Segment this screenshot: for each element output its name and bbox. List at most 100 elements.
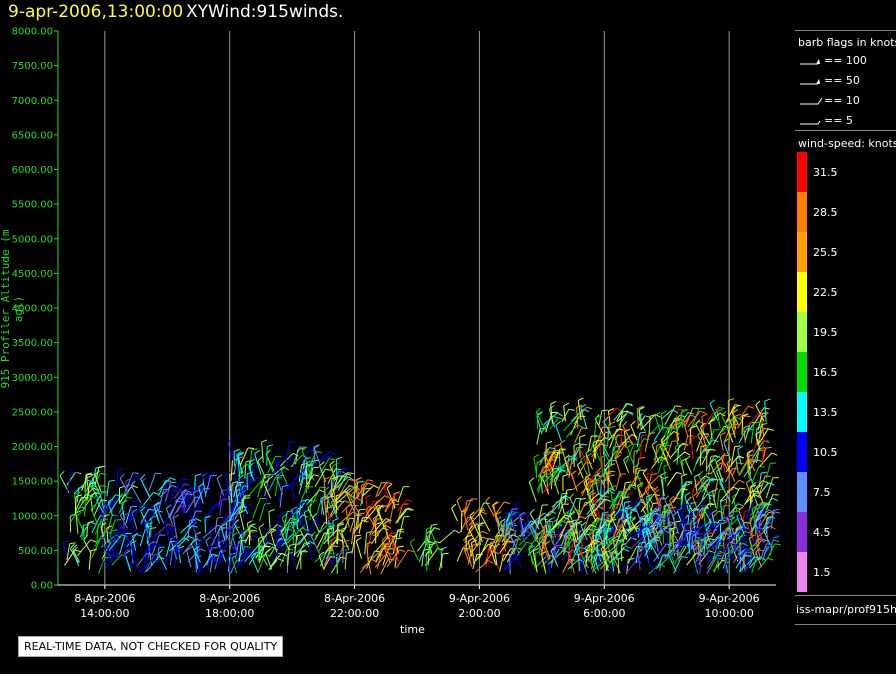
wind-barb-feather (62, 539, 68, 545)
wind-barb-feather (343, 500, 350, 504)
wind-barb-feather (680, 418, 686, 423)
x-tick-date: 8-Apr-2006 (74, 592, 135, 605)
wind-barb-feather (634, 503, 641, 508)
wind-barb (335, 473, 346, 486)
wind-barb (439, 553, 444, 571)
wind-barb-feather (254, 449, 260, 455)
wind-barb-feather (510, 532, 516, 538)
wind-barb-feather (718, 406, 725, 410)
wind-barb-feather (637, 406, 643, 410)
wind-barb-feather (358, 512, 365, 515)
wind-barb (342, 541, 344, 564)
wind-barb-feather (338, 523, 345, 527)
wind-barb (318, 531, 328, 552)
wind-barb-feather (233, 519, 239, 525)
wind-barb-feather (265, 449, 271, 454)
wind-barb-feather (109, 532, 116, 537)
wind-barb (761, 416, 765, 438)
wind-barb (285, 528, 287, 543)
y-tick-label: 7000.00 (12, 96, 53, 107)
wind-barb (590, 436, 597, 452)
wind-barb-feather (757, 413, 764, 417)
wind-barb (707, 536, 720, 549)
wind-barb-feather (727, 488, 734, 491)
wind-barb (576, 524, 591, 541)
wind-barb (104, 555, 116, 570)
wind-barb (649, 515, 662, 532)
wind-barb-feather (72, 547, 78, 552)
wind-barb-feather (469, 511, 475, 517)
wind-barb-feather (183, 537, 190, 542)
wind-barb (692, 555, 699, 574)
wind-barb-feather (343, 491, 350, 496)
wind-barb (759, 452, 773, 467)
wind-barb (730, 542, 739, 562)
wind-barb-feather (660, 471, 667, 476)
wind-barb-feather (717, 478, 724, 481)
wind-barb (690, 408, 700, 429)
wind-barb (83, 539, 92, 555)
barb-symbol-icon (800, 79, 820, 85)
wind-barb-feather (576, 520, 583, 524)
wind-barb-feather (546, 459, 552, 464)
wind-barb (697, 434, 707, 452)
wind-barb (602, 460, 611, 478)
wind-barb-feather (609, 463, 616, 466)
wind-barb-feather (774, 511, 781, 514)
wind-barb-feather (614, 433, 620, 439)
wind-barb-feather (718, 536, 725, 541)
wind-barb (661, 444, 664, 465)
wind-barb (214, 550, 221, 570)
plot-title: XYWind:915winds. (186, 2, 344, 22)
wind-barb-feather (153, 502, 160, 507)
wind-barb (756, 530, 760, 547)
wind-barb (421, 550, 425, 567)
wind-barb-feather (217, 516, 224, 519)
wind-barb-feather (566, 488, 573, 491)
wind-barb-feather (552, 518, 558, 523)
wind-barb (696, 508, 704, 529)
wind-barb (168, 490, 175, 507)
wind-barb-feather (349, 491, 355, 497)
wind-barb-feather (528, 544, 534, 550)
wind-barb-feather (752, 490, 759, 493)
wind-barb-feather (186, 502, 192, 508)
wind-barb-feather (505, 511, 512, 514)
wind-barb-feather (674, 442, 680, 448)
wind-barb (91, 538, 101, 558)
wind-barb-feather (324, 456, 331, 458)
wind-barb-feather (302, 457, 308, 462)
wind-barb-feather (155, 501, 162, 507)
wind-barb-feather (426, 539, 432, 543)
wind-barb (572, 533, 577, 551)
wind-barb-feather (251, 525, 257, 530)
wind-barb (325, 502, 331, 522)
wind-barb-feather (83, 534, 89, 541)
wind-barb (314, 522, 326, 541)
wind-barb (272, 456, 279, 477)
wind-barb (254, 453, 262, 475)
wind-barb-feather (684, 451, 691, 456)
wind-barb-feather (768, 509, 775, 514)
wind-barb-feather (141, 504, 148, 508)
wind-barb (652, 530, 665, 544)
wind-barb-feather (710, 454, 717, 457)
wind-barb-feather (424, 534, 431, 540)
wind-barb-feather (616, 407, 622, 412)
wind-barb (699, 427, 711, 446)
wind-barb (513, 551, 522, 568)
y-tick-label: 5000.00 (12, 234, 53, 245)
barb-legend-item: == 100 (798, 54, 867, 68)
wind-barb-feather (756, 426, 763, 429)
wind-barb-feather (604, 498, 611, 502)
wind-barb-feather (150, 541, 157, 544)
wind-barb-feather (639, 431, 647, 434)
wind-barb-feather (286, 528, 293, 531)
wind-barb (459, 517, 469, 533)
wind-barb (109, 535, 115, 557)
wind-barb-feather (627, 440, 634, 444)
wind-barb-feather (82, 523, 89, 527)
wind-barb-feather (336, 456, 343, 460)
wind-barb (292, 514, 300, 533)
wind-barb-feather (158, 556, 165, 560)
